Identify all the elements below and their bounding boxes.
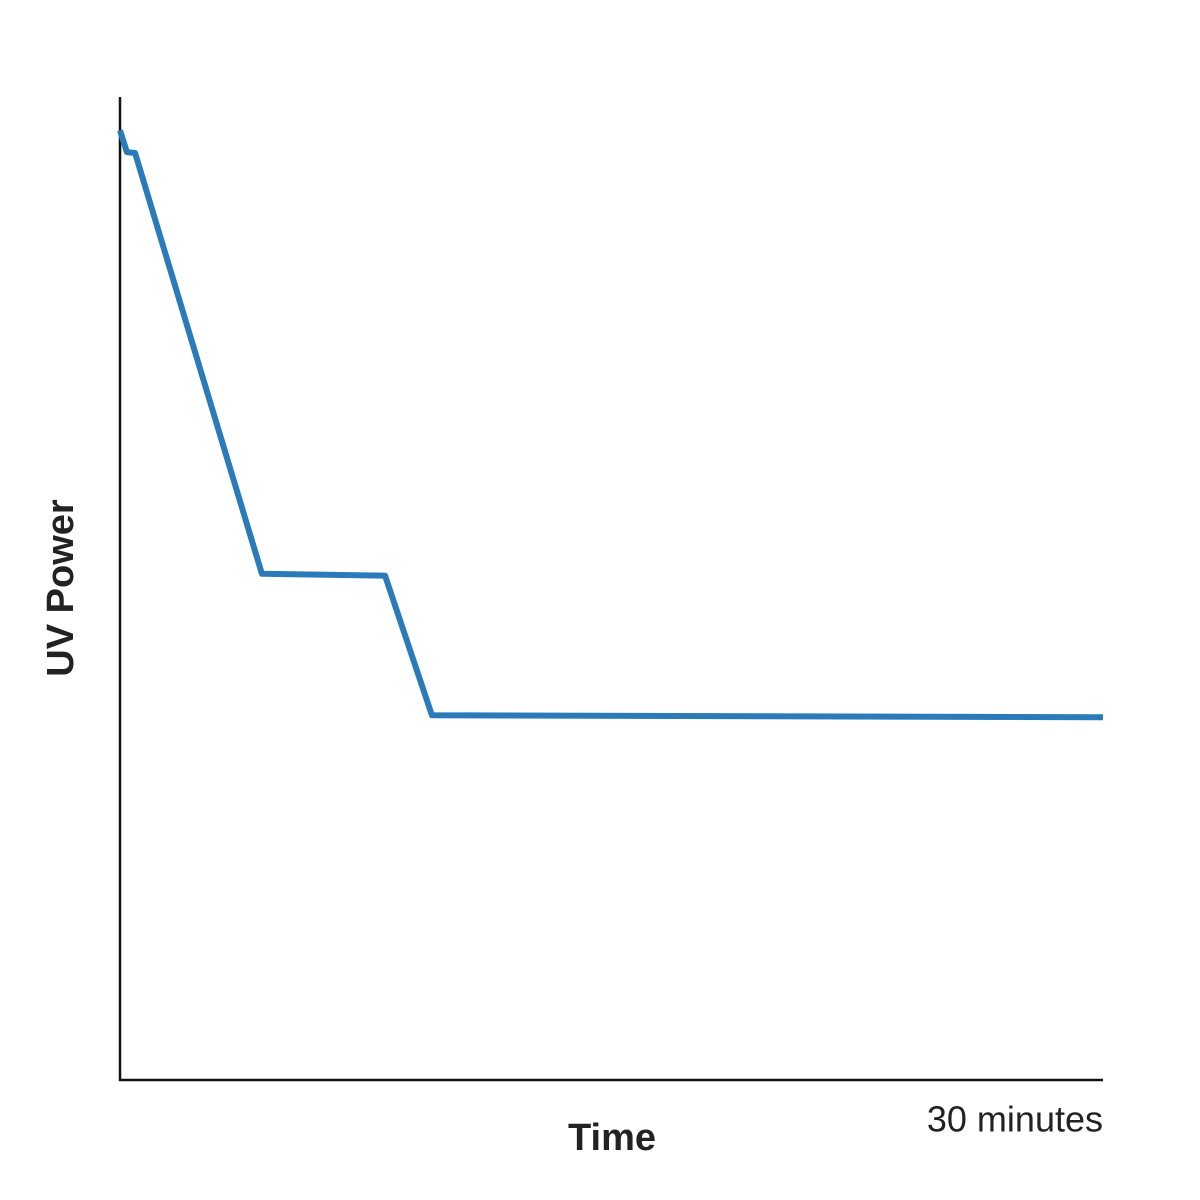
x-tick-label: 30 minutes [927, 1099, 1103, 1140]
line [117, 129, 1104, 721]
x-axis-label: Time [568, 1117, 656, 1159]
y-axis-label: UV Power [40, 499, 82, 677]
